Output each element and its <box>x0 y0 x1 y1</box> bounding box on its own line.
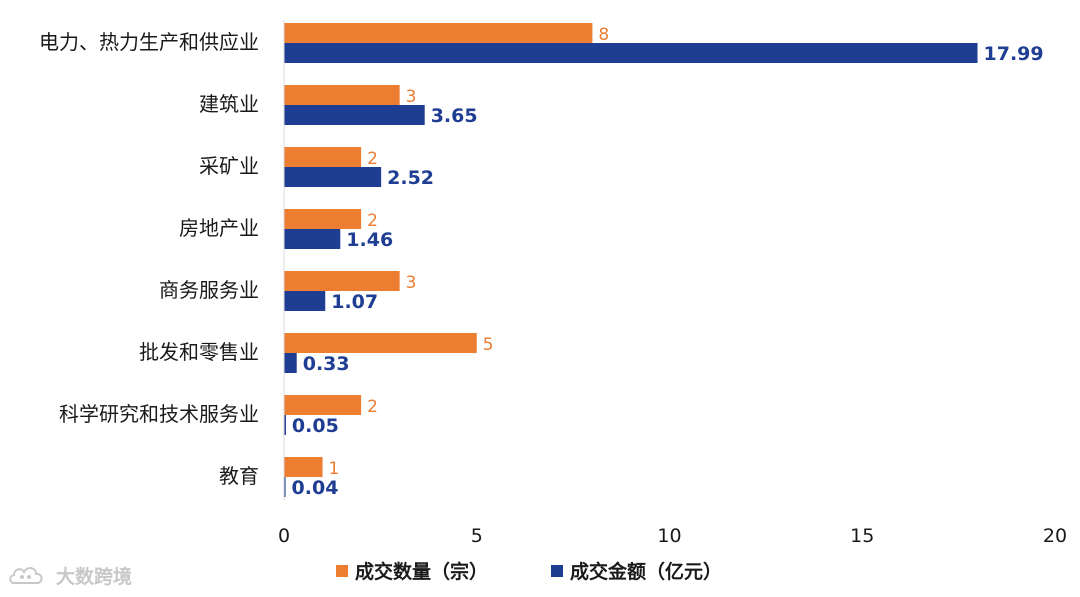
data-label-amount: 2.52 <box>387 167 434 189</box>
category-label: 商务服务业 <box>159 278 259 302</box>
category-label: 建筑业 <box>199 92 259 116</box>
bar-count <box>284 395 362 415</box>
legend-label-amount: 成交金额（亿元） <box>570 560 722 583</box>
data-label-amount: 0.04 <box>292 477 339 499</box>
data-label-amount: 1.07 <box>331 291 378 313</box>
bar-count <box>284 457 323 477</box>
bar-count <box>284 209 362 229</box>
data-label-count: 2 <box>367 397 378 417</box>
value-labels: 817.9933.6522.5221.4631.0750.3320.0510.0… <box>292 25 1044 499</box>
data-label-amount: 3.65 <box>431 105 478 127</box>
category-labels: 电力、热力生产和供应业建筑业采矿业房地产业商务服务业批发和零售业科学研究和技术服… <box>39 30 259 488</box>
data-label-count: 3 <box>406 87 417 107</box>
category-label: 电力、热力生产和供应业 <box>39 30 259 54</box>
x-tick-label: 0 <box>278 525 290 547</box>
x-tick-label: 10 <box>657 525 681 547</box>
watermark-text: 大数跨境 <box>56 566 133 588</box>
legend: 成交数量（宗） 成交金额（亿元） <box>336 560 722 583</box>
cloud-logo-icon <box>9 566 43 584</box>
category-label: 批发和零售业 <box>139 340 259 364</box>
bar-amount <box>284 43 978 63</box>
data-label-count: 2 <box>367 211 378 231</box>
x-tick-labels: 0 5 10 15 20 <box>278 525 1067 547</box>
bar-count <box>284 85 400 105</box>
data-label-count: 8 <box>598 25 609 45</box>
data-label-count: 2 <box>367 149 378 169</box>
bar-count <box>284 23 593 43</box>
category-label: 房地产业 <box>179 216 259 240</box>
bar-amount <box>284 229 341 249</box>
x-tick-label: 15 <box>850 525 874 547</box>
bar-amount <box>284 415 286 435</box>
data-label-amount: 1.46 <box>346 229 393 251</box>
data-label-amount: 0.33 <box>303 353 350 375</box>
bar-amount <box>284 167 382 187</box>
bar-count <box>284 271 400 291</box>
x-tick-label: 5 <box>471 525 483 547</box>
x-tick-label: 20 <box>1043 525 1067 547</box>
data-label-amount: 17.99 <box>984 43 1044 65</box>
category-label: 采矿业 <box>199 154 259 178</box>
legend-label-count: 成交数量（宗） <box>355 560 488 583</box>
bar-count <box>284 333 477 353</box>
data-label-amount: 0.05 <box>292 415 339 437</box>
category-label: 教育 <box>219 464 259 488</box>
bar-amount <box>284 477 286 497</box>
bar-count <box>284 147 362 167</box>
category-label: 科学研究和技术服务业 <box>59 402 259 426</box>
watermark: 大数跨境 <box>8 562 132 589</box>
data-label-count: 3 <box>406 273 417 293</box>
data-label-count: 1 <box>329 459 340 479</box>
bar-amount <box>284 353 297 373</box>
bars-group <box>284 23 978 497</box>
bar-amount <box>284 291 326 311</box>
legend-swatch-amount <box>551 565 563 577</box>
data-label-count: 5 <box>483 335 494 355</box>
bar-amount <box>284 105 425 125</box>
legend-swatch-count <box>336 565 348 577</box>
